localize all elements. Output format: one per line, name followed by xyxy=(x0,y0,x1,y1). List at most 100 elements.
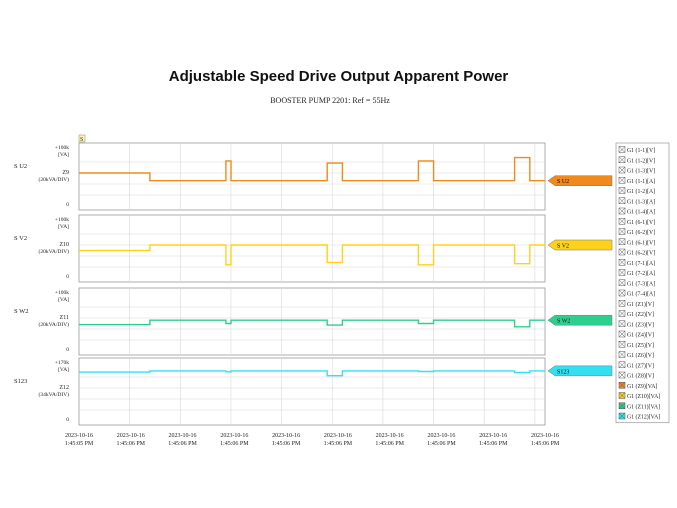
panel-2-bottom-tick: 0 xyxy=(66,274,69,280)
legend-check-mark xyxy=(618,248,626,256)
x-tick-date: 2023-10-16 xyxy=(427,433,455,439)
x-tick-time: 1:45:06 PM xyxy=(531,441,560,447)
panel-1-channel-label: Z9 xyxy=(62,170,69,176)
panel-1-top-tick: +100k xyxy=(55,145,69,151)
panel-4-bottom-tick: 0 xyxy=(66,417,69,423)
legend-item-label: G1 (Z10)[VA] xyxy=(627,393,660,400)
panel-3-frame xyxy=(78,287,546,356)
legend-check-mark xyxy=(618,330,626,338)
legend-item-label: G1 (1-1)[V] xyxy=(627,147,655,154)
x-tick-date: 2023-10-16 xyxy=(65,433,93,439)
panel-4-unit-label: [VA] xyxy=(58,367,69,373)
legend-item-label: G1 (Z5)[V] xyxy=(627,342,654,349)
panel-3-marker-label: S W2 xyxy=(557,319,570,325)
x-tick-time: 1:45:06 PM xyxy=(479,441,508,447)
panel-4-signal-label: S123 xyxy=(14,378,27,385)
legend-check-mark xyxy=(618,207,626,215)
series-line-z10 xyxy=(79,244,545,266)
legend-item-label: G1 (Z6)[V] xyxy=(627,352,654,359)
panel-3-channel-label: Z11 xyxy=(60,315,69,321)
panel-1-unit-label: [VA] xyxy=(58,152,69,158)
panel-1-bottom-tick: 0 xyxy=(66,202,69,208)
legend-check-mark xyxy=(618,371,626,379)
legend-check-mark xyxy=(618,361,626,368)
x-tick-date: 2023-10-16 xyxy=(220,433,248,439)
legend-item-label: G1 (1-3)[V] xyxy=(627,168,655,175)
panel-3-bottom-tick: 0 xyxy=(66,347,69,353)
x-tick-date: 2023-10-16 xyxy=(272,433,300,439)
x-tick-date: 2023-10-16 xyxy=(531,433,559,439)
legend-item-label: G1 (Z9)[VA] xyxy=(627,383,657,390)
legend-item-label: G1 (Z8)[V] xyxy=(627,373,654,380)
legend-check-mark xyxy=(618,218,626,225)
legend-item-label: G1 (7-2)[A] xyxy=(627,270,655,277)
panel-2-scale-label: (20kVA/DIV) xyxy=(39,248,70,255)
series-line-z12 xyxy=(79,370,545,377)
panel-3-unit-label: [VA] xyxy=(58,297,69,303)
legend-check-mark xyxy=(618,382,626,389)
panel-2-marker-tag xyxy=(547,239,613,251)
panel-1-marker-label: S U2 xyxy=(557,179,569,185)
panel-4-top-tick: +170k xyxy=(55,360,69,366)
legend-item-label: G1 (1-4)[A] xyxy=(627,209,655,216)
legend-item-label: G1 (1-1)[A] xyxy=(627,178,655,185)
legend-check-mark xyxy=(618,300,626,307)
panel-4-scale-label: (34kVA/DIV) xyxy=(39,391,70,398)
legend-check-mark xyxy=(618,238,626,245)
x-tick-time: 1:45:06 PM xyxy=(272,441,301,447)
panel-2-marker-label: S V2 xyxy=(557,244,569,250)
panel-2-channel-label: Z10 xyxy=(59,242,69,248)
chart-subtitle: BOOSTER PUMP 2201: Ref = 55Hz xyxy=(270,96,390,105)
x-tick-time: 1:45:06 PM xyxy=(168,441,197,447)
legend-item-label: G1 (Z3)[V] xyxy=(627,321,654,328)
legend-check-mark xyxy=(618,341,626,348)
panel-2-signal-label: S V2 xyxy=(14,235,27,242)
legend-item-label: G1 (6-2)[V] xyxy=(627,250,655,257)
panel-2-frame xyxy=(78,214,546,283)
panel-4-channel-label: Z12 xyxy=(59,385,69,391)
legend-item-label: G1 (7-3)[A] xyxy=(627,280,655,287)
x-tick-time: 1:45:06 PM xyxy=(375,441,404,447)
legend-item-label: G1 (7-4)[A] xyxy=(627,291,655,298)
x-tick-date: 2023-10-16 xyxy=(324,433,352,439)
legend-check-mark xyxy=(618,269,626,276)
x-tick-date: 2023-10-16 xyxy=(117,433,145,439)
legend-item-label: G1 (Z12)[VA] xyxy=(627,414,660,421)
legend-item-label: G1 (1-3)[A] xyxy=(627,198,655,205)
corner-marker-box xyxy=(78,134,86,143)
legend-check-mark xyxy=(618,177,626,184)
legend-check-mark xyxy=(618,259,626,266)
legend-check-mark xyxy=(618,289,626,297)
panel-4-marker-label: S123 xyxy=(557,369,569,375)
legend-item-label: G1 (7-1)[A] xyxy=(627,260,655,267)
panel-2-unit-label: [VA] xyxy=(58,224,69,230)
x-tick-time: 1:45:05 PM xyxy=(65,441,94,447)
legend-item-label: G1 (Z1)[V] xyxy=(627,301,654,308)
x-tick-time: 1:45:06 PM xyxy=(117,441,146,447)
legend-check-mark xyxy=(618,310,626,317)
legend-item-label: G1 (6-1)[V] xyxy=(627,219,655,226)
x-tick-date: 2023-10-16 xyxy=(479,433,507,439)
legend-item-label: G1 (Z7)[V] xyxy=(627,362,654,369)
panel-4-frame xyxy=(78,357,546,426)
x-tick-date: 2023-10-16 xyxy=(376,433,404,439)
panel-1-marker-tag xyxy=(547,175,613,186)
x-tick-time: 1:45:06 PM xyxy=(427,441,456,447)
x-tick-date: 2023-10-16 xyxy=(169,433,197,439)
legend-check-mark xyxy=(618,351,626,358)
legend-item-label: G1 (Z4)[V] xyxy=(627,332,654,339)
legend-item-label: G1 (Z11)[VA] xyxy=(627,403,660,410)
legend-check-mark xyxy=(618,187,626,194)
legend-check-mark xyxy=(618,146,626,153)
legend-item-label: G1 (6-2)[V] xyxy=(627,229,655,236)
panel-3-marker-tag xyxy=(547,314,613,326)
legend-check-mark xyxy=(618,412,626,420)
legend-check-mark xyxy=(618,320,626,327)
panel-3-top-tick: +100k xyxy=(55,290,69,296)
panel-4-marker-tag xyxy=(547,365,613,377)
corner-marker: S xyxy=(80,137,83,143)
panel-1-signal-label: S U2 xyxy=(14,163,27,170)
legend-check-mark xyxy=(618,197,626,204)
x-tick-time: 1:45:06 PM xyxy=(324,441,353,447)
panel-3-scale-label: (20kVA/DIV) xyxy=(39,321,70,328)
